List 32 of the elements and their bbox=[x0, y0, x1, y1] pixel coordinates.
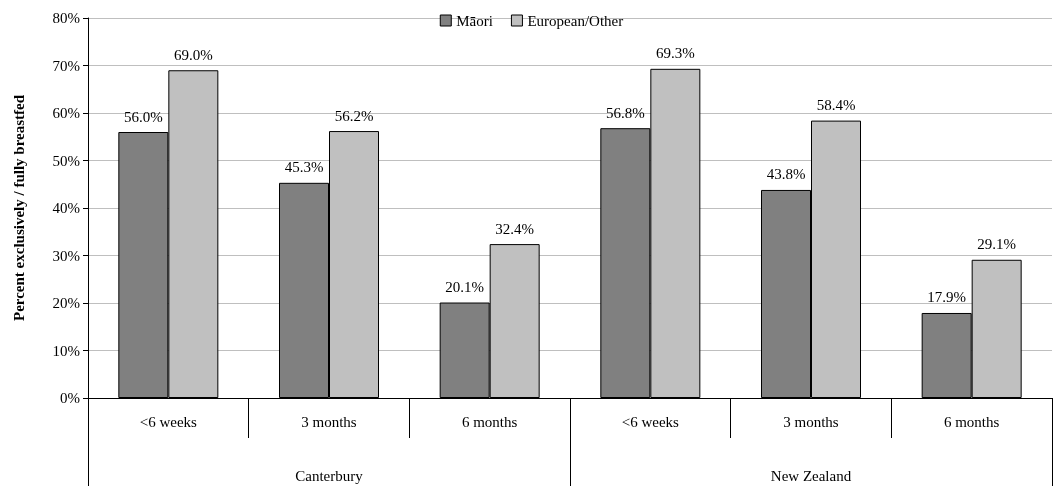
x-tick-label: 3 months bbox=[301, 413, 357, 430]
data-label: 20.1% bbox=[445, 279, 485, 296]
data-label: 56.8% bbox=[605, 104, 645, 121]
x-tick-label: 6 months bbox=[461, 413, 518, 430]
x-tick-label: <6 weeks bbox=[139, 413, 198, 430]
y-tick-label: 80% bbox=[52, 10, 80, 26]
data-label: 58.4% bbox=[816, 97, 856, 114]
data-label: 69.3% bbox=[655, 45, 695, 62]
y-tick-label: 10% bbox=[52, 342, 80, 359]
data-label: 45.3% bbox=[284, 159, 324, 176]
text: Canterbury bbox=[295, 467, 364, 484]
y-tick-label: 30% bbox=[52, 247, 80, 264]
data-label: 32.4% bbox=[495, 220, 535, 237]
data-label: 17.9% bbox=[927, 289, 967, 306]
data-label: 56.0% bbox=[123, 108, 163, 125]
y-tick-label: 70% bbox=[52, 57, 80, 74]
data-label: 43.8% bbox=[766, 166, 806, 183]
y-tick-label: 40% bbox=[52, 200, 80, 216]
text: New Zealand bbox=[770, 467, 852, 484]
data-label: 29.1% bbox=[977, 236, 1017, 253]
y-tick-label: 50% bbox=[52, 152, 80, 169]
y-tick-label: 60% bbox=[52, 105, 80, 121]
y-axis-title: Percent exclusively / fully breastfed bbox=[10, 94, 27, 322]
x-tick-label: 3 months bbox=[783, 413, 839, 430]
y-tick-label: 20% bbox=[52, 295, 80, 311]
data-label: 69.0% bbox=[173, 46, 213, 63]
legend-label: European/Other bbox=[527, 12, 624, 29]
x-tick-label: <6 weeks bbox=[621, 413, 680, 430]
data-label: 56.2% bbox=[334, 107, 374, 124]
legend-label: Māori bbox=[456, 12, 493, 29]
x-tick-label: 6 months bbox=[943, 413, 1000, 430]
y-tick-label: 0% bbox=[60, 390, 80, 406]
